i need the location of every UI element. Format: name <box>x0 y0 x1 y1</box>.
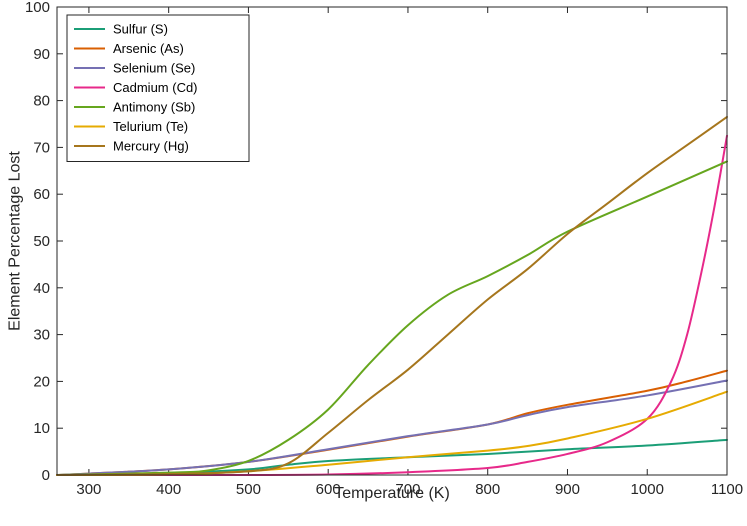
legend-label: Selenium (Se) <box>113 61 195 76</box>
legend-label: Cadmium (Cd) <box>113 80 198 95</box>
y-tick-label: 50 <box>33 233 50 250</box>
x-tick-label: 400 <box>156 481 181 498</box>
legend-label: Arsenic (As) <box>113 41 184 56</box>
y-tick-label: 30 <box>33 327 50 344</box>
y-tick-label: 10 <box>33 420 50 437</box>
legend-label: Mercury (Hg) <box>113 139 189 154</box>
x-tick-label: 800 <box>475 481 500 498</box>
x-tick-label: 500 <box>236 481 261 498</box>
series-line-antimony-sb <box>56 160 728 476</box>
plot-frame <box>56 6 728 476</box>
y-tick-label: 0 <box>42 467 50 484</box>
x-tick-label: 900 <box>555 481 580 498</box>
legend-label: Sulfur (S) <box>113 22 168 37</box>
y-tick-label: 20 <box>33 373 50 390</box>
legend-label: Antimony (Sb) <box>113 100 195 115</box>
y-tick-label: 70 <box>33 139 50 156</box>
x-tick-label: 300 <box>76 481 101 498</box>
x-axis-label: Temperature (K) <box>334 485 450 502</box>
y-tick-label: 90 <box>33 46 50 63</box>
y-tick-label: 40 <box>33 280 50 297</box>
x-tick-label: 700 <box>395 481 420 498</box>
y-tick-label: 60 <box>33 186 50 203</box>
series-line-mercury-hg <box>56 115 728 476</box>
y-tick-label: 100 <box>25 0 50 16</box>
x-tick-label: 600 <box>316 481 341 498</box>
legend: Sulfur (S) Arsenic (As) Selenium (Se) Cadmi… <box>66 14 250 162</box>
series-lines <box>56 115 728 477</box>
tick-labels: 300 400 500 600 700 800 900 1000 1100 0 10 20 30 40 50… <box>25 0 743 498</box>
legend-label: Telurium (Te) <box>113 119 188 134</box>
x-tick-label: 1000 <box>631 481 664 498</box>
y-axis-label: Element Percentage Lost <box>7 151 24 331</box>
series-line-selenium-se <box>56 379 728 476</box>
x-tick-label: 1100 <box>711 481 743 498</box>
y-tick-label: 80 <box>33 93 50 110</box>
